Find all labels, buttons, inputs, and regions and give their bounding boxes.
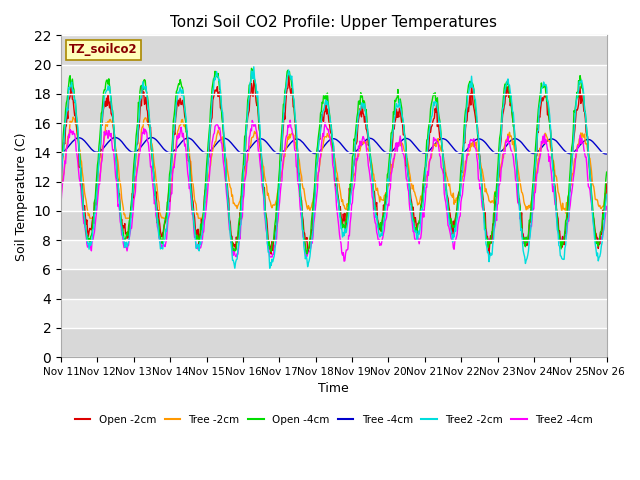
- Y-axis label: Soil Temperature (C): Soil Temperature (C): [15, 132, 28, 261]
- X-axis label: Time: Time: [319, 383, 349, 396]
- Legend: Open -2cm, Tree -2cm, Open -4cm, Tree -4cm, Tree2 -2cm, Tree2 -4cm: Open -2cm, Tree -2cm, Open -4cm, Tree -4…: [70, 411, 597, 429]
- Bar: [61, 211, 607, 240]
- Bar: [61, 328, 607, 357]
- Bar: [61, 299, 607, 328]
- Title: Tonzi Soil CO2 Profile: Upper Temperatures: Tonzi Soil CO2 Profile: Upper Temperatur…: [170, 15, 497, 30]
- Bar: [61, 65, 607, 94]
- Bar: [61, 181, 607, 211]
- Bar: [61, 152, 607, 181]
- Bar: [61, 123, 607, 152]
- Bar: [61, 36, 607, 65]
- Text: TZ_soilco2: TZ_soilco2: [69, 43, 138, 56]
- Bar: [61, 94, 607, 123]
- Bar: [61, 240, 607, 269]
- Bar: [61, 269, 607, 299]
